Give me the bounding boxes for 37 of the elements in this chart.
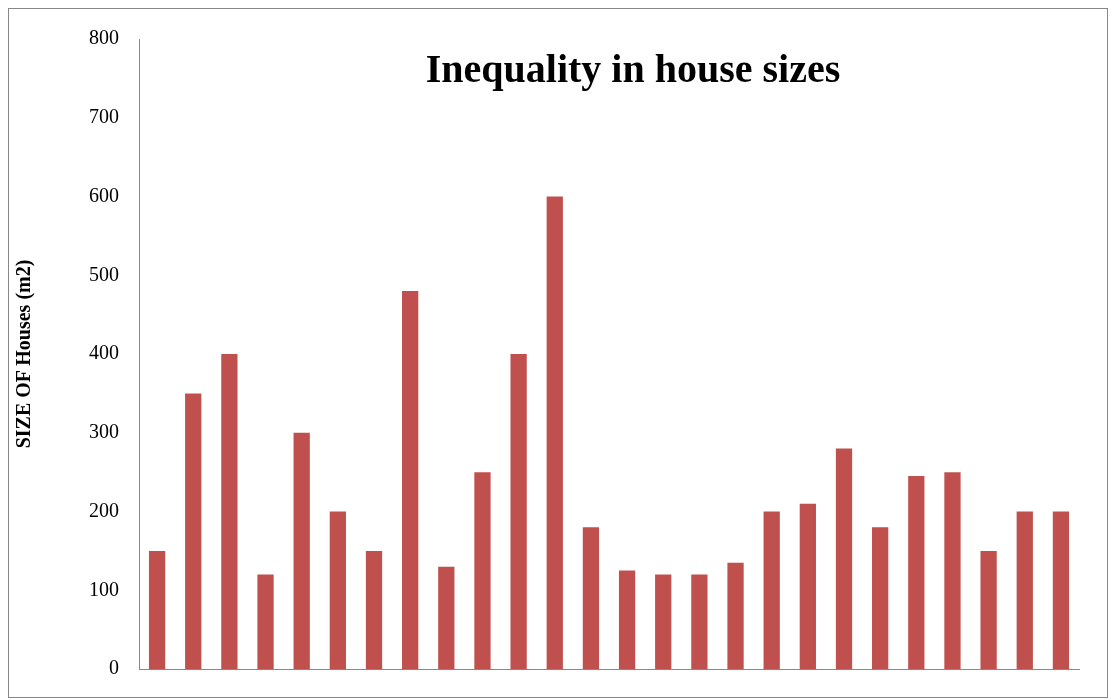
bar xyxy=(618,570,636,669)
bar xyxy=(582,527,600,669)
bar xyxy=(980,550,997,669)
bar xyxy=(329,511,346,669)
bar xyxy=(185,393,202,669)
bar xyxy=(799,503,816,669)
y-tick-label: 300 xyxy=(89,420,119,442)
y-tick-label: 200 xyxy=(89,498,119,521)
bar xyxy=(835,448,853,669)
bar xyxy=(763,511,780,669)
y-tick-label: 600 xyxy=(89,183,119,206)
bar xyxy=(655,574,672,669)
bar xyxy=(293,432,310,669)
bar xyxy=(691,574,708,669)
y-tick-label: 500 xyxy=(89,262,119,285)
y-tick-label: 100 xyxy=(89,577,119,600)
bar xyxy=(908,476,925,669)
bar xyxy=(365,550,383,669)
bar xyxy=(546,196,563,669)
bar xyxy=(872,527,889,669)
y-tick-label: 0 xyxy=(109,656,119,679)
bar xyxy=(727,562,744,669)
bar xyxy=(148,550,166,669)
bar xyxy=(221,354,238,669)
y-tick-label: 800 xyxy=(89,26,119,49)
bar xyxy=(944,472,961,669)
chart-title: Inequality in house sizes xyxy=(424,45,842,92)
bar xyxy=(257,574,274,669)
bar xyxy=(1052,511,1070,669)
bar xyxy=(474,472,491,669)
bar xyxy=(438,566,455,669)
bar xyxy=(402,291,419,669)
bar xyxy=(1016,511,1033,669)
bar xyxy=(510,354,527,669)
y-axis-title: SIZE OF Houses (m2) xyxy=(12,259,36,449)
y-tick-label: 400 xyxy=(89,341,119,364)
y-tick-label: 700 xyxy=(89,105,119,127)
